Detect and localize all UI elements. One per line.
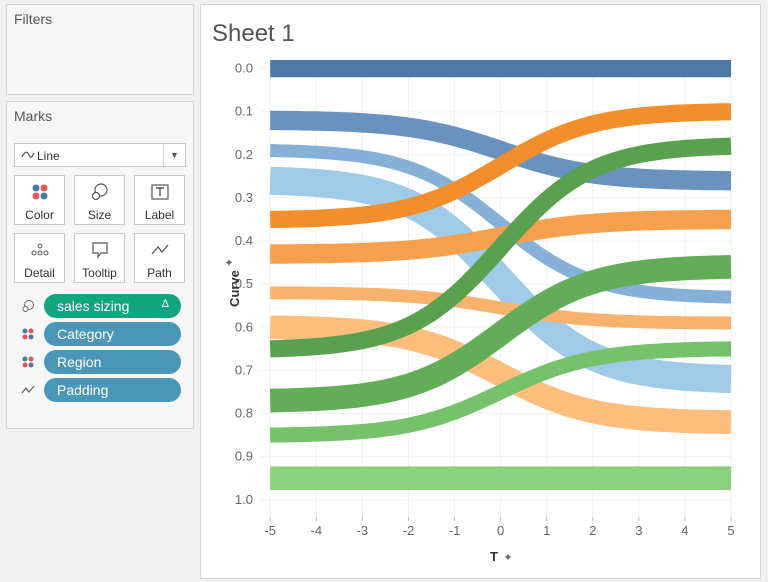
x-tick-label: -5: [264, 523, 276, 538]
size-button[interactable]: Size: [74, 175, 125, 225]
series-line-8[interactable]: [266, 137, 735, 358]
path-icon: [21, 385, 35, 394]
detail-dots-icon: [31, 243, 49, 256]
delta-icon: Δ: [161, 298, 169, 310]
category-pill-label: Category: [57, 326, 114, 342]
x-tick-label: 2: [589, 523, 596, 538]
line-chart[interactable]: -5 -4 -3 -2 -1 0 1 2 3 4 5 0.0 0.1 0.2 0.3 0.4 0.5 0.6 0.7…: [201, 5, 762, 580]
tooltip-icon: [92, 242, 108, 259]
path-button[interactable]: Path: [134, 233, 185, 283]
y-axis-title: Curve: [227, 270, 242, 307]
x-tick-label: 4: [681, 523, 688, 538]
color-dots-icon: [22, 356, 34, 368]
sales-sizing-pill-label: sales sizing: [57, 298, 130, 314]
y-tick-label: 0.4: [235, 233, 253, 248]
color-button-label: Color: [25, 208, 54, 222]
sheet-title: Sheet 1: [212, 20, 295, 47]
x-tick-label: 5: [727, 523, 734, 538]
filters-title: Filters: [14, 11, 53, 27]
tooltip-button[interactable]: Tooltip: [74, 233, 125, 283]
x-tick-label: -2: [403, 523, 415, 538]
x-tick-label: -3: [357, 523, 369, 538]
sheet-view: Sheet 1 -5 -4 -3 -2 -1 0 1 2 3 4 5 0.0 0.1 0.2 0.3 0.4 0…: [200, 4, 761, 579]
marks-card: Marks Line ▼ Color Size Label: [6, 101, 194, 429]
size-icon: [22, 300, 34, 312]
size-icon: [91, 183, 108, 201]
y-tick-label: 0.2: [235, 147, 253, 162]
category-pill[interactable]: Category: [44, 322, 181, 346]
y-tick-label: 0.9: [235, 449, 253, 464]
detail-button[interactable]: Detail: [14, 233, 65, 283]
padding-pill-label: Padding: [57, 382, 109, 398]
y-tick-label: 0.7: [235, 362, 253, 377]
series-line-10[interactable]: [267, 341, 734, 443]
x-tick-label: -4: [311, 523, 323, 538]
y-tick-label: 0.1: [235, 104, 253, 119]
color-dots-icon: [32, 184, 48, 200]
series-line-2[interactable]: [268, 144, 733, 304]
sales-sizing-pill[interactable]: sales sizing Δ: [44, 294, 181, 318]
series-line-6[interactable]: [268, 286, 733, 330]
label-button-label: Label: [144, 208, 175, 222]
chevron-down-icon[interactable]: ▼: [163, 144, 185, 166]
series-line-4[interactable]: [266, 103, 735, 229]
pin-icon: ✦: [503, 552, 512, 564]
tooltip-button-label: Tooltip: [82, 266, 117, 280]
padding-pill[interactable]: Padding: [44, 378, 181, 402]
series-line-1[interactable]: [265, 110, 737, 191]
x-tick-label: 3: [635, 523, 642, 538]
region-pill-label: Region: [57, 354, 102, 370]
padding-row: Padding: [21, 378, 187, 402]
filters-shelf[interactable]: Filters: [6, 4, 194, 95]
y-tick-label: 1.0: [235, 492, 253, 507]
category-row: Category: [21, 322, 187, 346]
region-pill[interactable]: Region: [44, 350, 181, 374]
detail-button-label: Detail: [24, 266, 55, 280]
marks-title: Marks: [14, 108, 53, 124]
path-button-label: Path: [147, 266, 172, 280]
series-line-7[interactable]: [262, 315, 739, 435]
y-tick-label: 0.5: [235, 276, 253, 291]
color-button[interactable]: Color: [14, 175, 65, 225]
color-dots-icon: [22, 328, 34, 340]
size-button-label: Size: [87, 208, 112, 222]
sales-sizing-row: sales sizing Δ: [21, 294, 187, 318]
y-tick-label: 0.0: [235, 61, 253, 76]
y-tick-label: 0.8: [235, 406, 253, 421]
x-tick-label: 0: [497, 523, 504, 538]
y-tick-label: 0.6: [235, 319, 253, 334]
x-axis-title: T: [490, 549, 498, 564]
series-line-9[interactable]: [262, 255, 739, 413]
mark-type-dropdown[interactable]: Line ▼: [14, 143, 186, 167]
region-row: Region: [21, 350, 187, 374]
x-tick-label: -1: [449, 523, 461, 538]
y-tick-label: 0.3: [235, 190, 253, 205]
mark-type-label: Line: [37, 149, 60, 163]
pin-icon: ✦: [224, 258, 236, 267]
x-tick-label: 1: [543, 523, 550, 538]
label-button[interactable]: Label: [134, 175, 185, 225]
line-mark-icon: [21, 151, 35, 158]
series-line-3[interactable]: [260, 166, 741, 393]
path-icon: [151, 244, 169, 255]
label-icon: [151, 184, 169, 200]
